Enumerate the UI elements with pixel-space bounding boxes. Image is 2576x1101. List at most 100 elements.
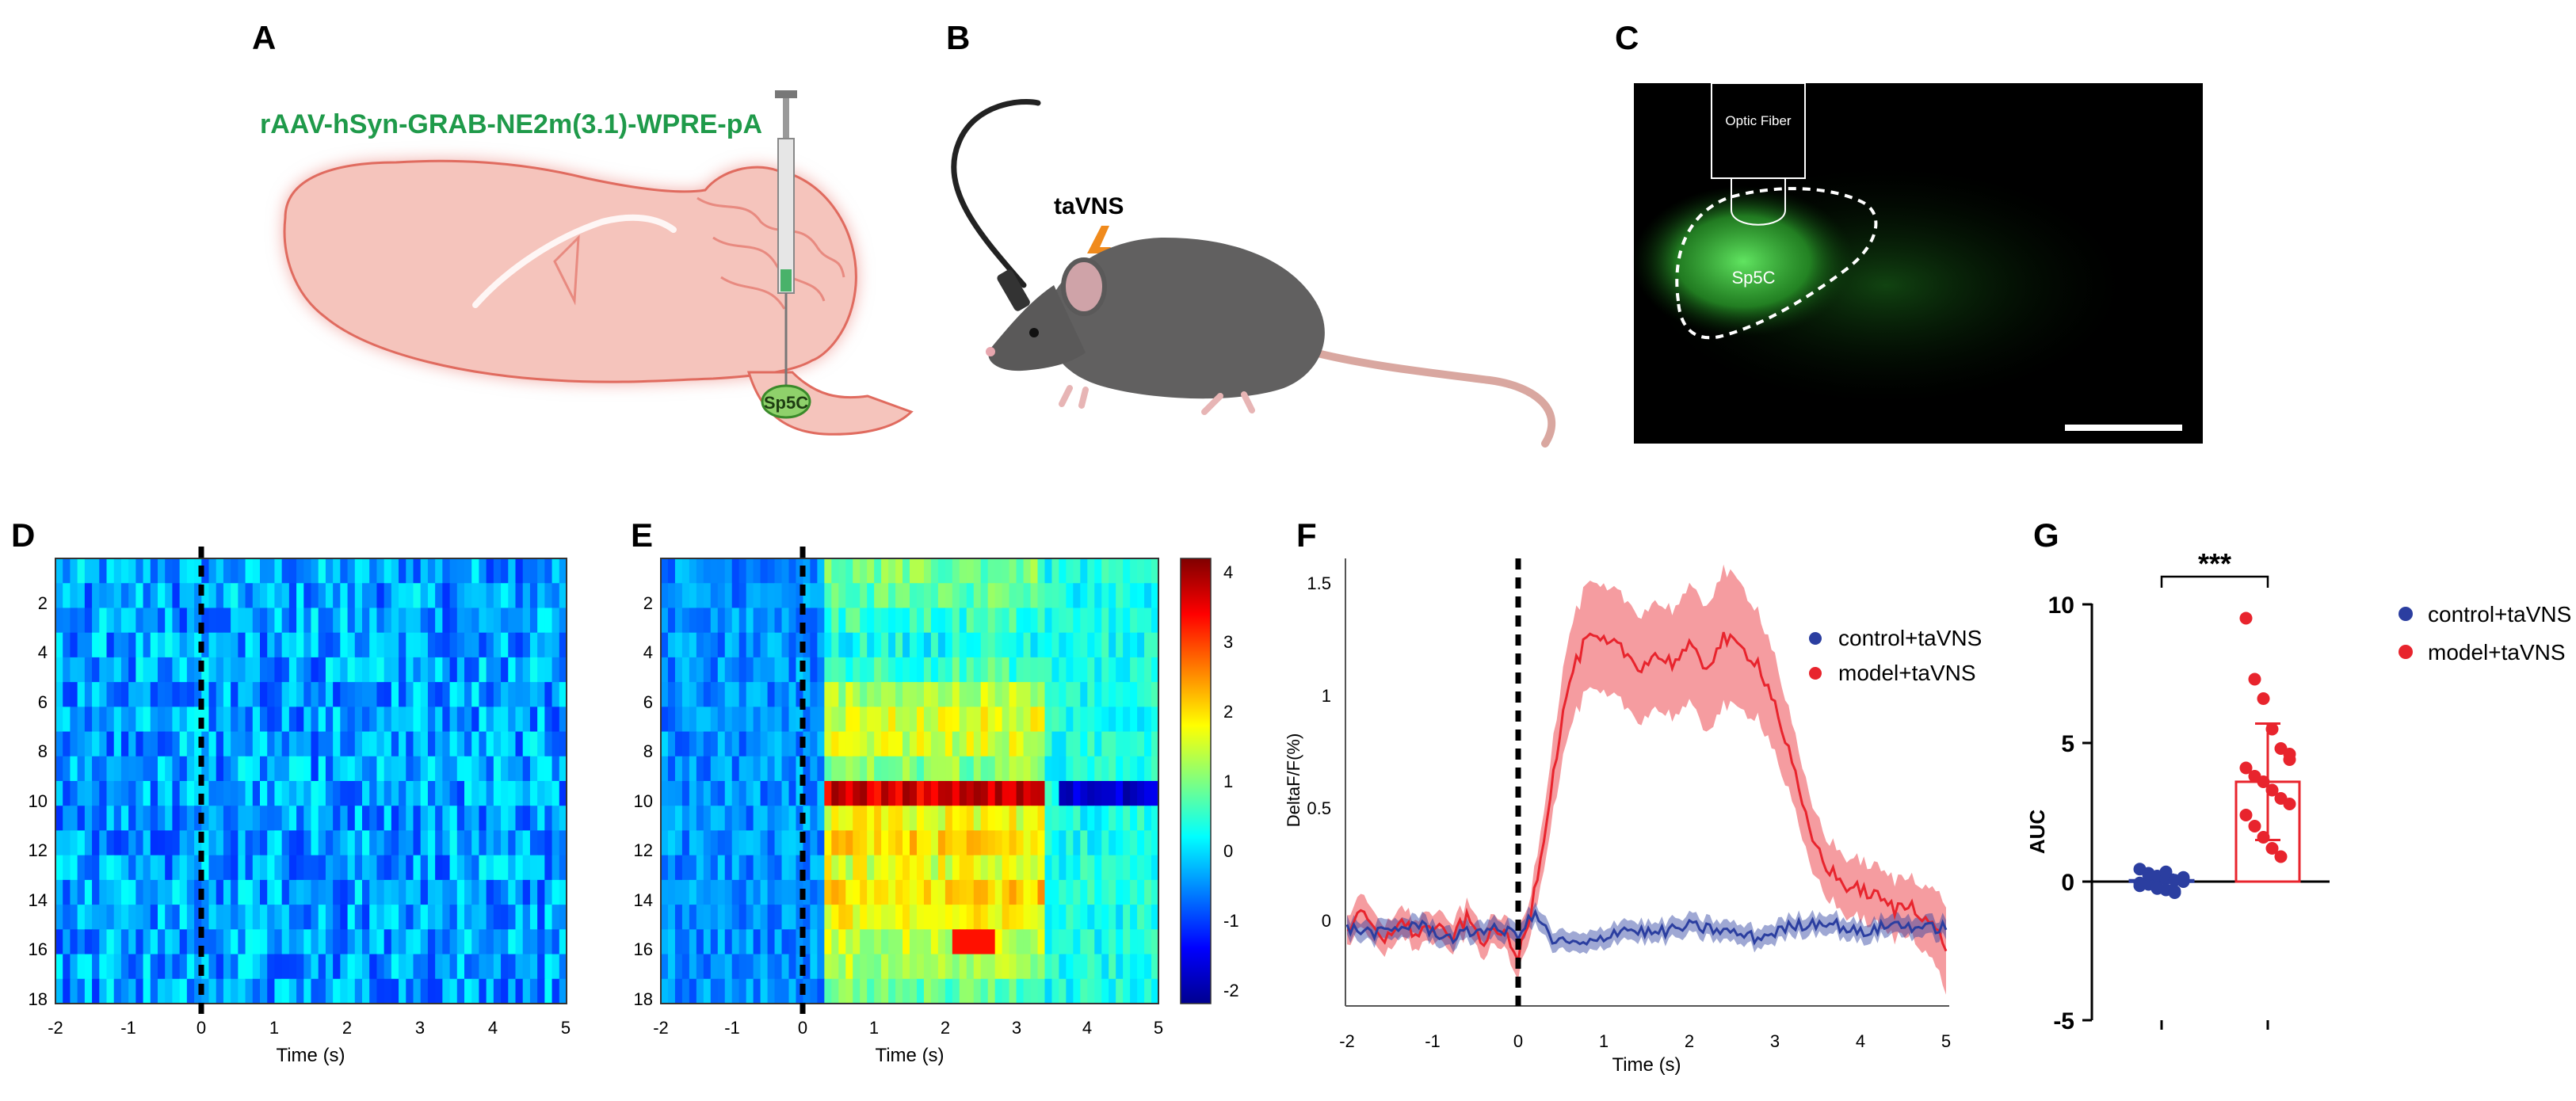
heatmap-cell — [1087, 682, 1095, 707]
heatmap-cell — [810, 608, 818, 633]
heatmap-cell — [289, 905, 297, 930]
heatmap-cell — [1044, 905, 1052, 930]
heatmap-cell — [895, 929, 903, 954]
heatmap-cell — [326, 855, 334, 881]
panel-b: B taVNS — [946, 19, 1551, 444]
heatmap-cell — [775, 558, 783, 584]
heatmap-cell — [362, 880, 370, 905]
heatmap-cell — [754, 954, 761, 980]
heatmap-cell — [1137, 583, 1145, 608]
heatmap-cell — [70, 682, 78, 707]
heatmap-cell — [960, 633, 967, 658]
heatmap-cell — [1009, 657, 1017, 683]
heatmap-cell — [501, 558, 509, 584]
heatmap-cell — [516, 608, 524, 633]
heatmap-cell — [216, 682, 224, 707]
heatmap-cell — [995, 954, 1003, 980]
heatmap-cell — [725, 905, 733, 930]
heatmap-cell — [114, 558, 122, 584]
heatmap-cell — [675, 583, 683, 608]
heatmap-cell — [414, 855, 422, 881]
heatmap-cell — [874, 830, 882, 855]
heatmap-cell — [974, 979, 982, 1004]
heatmap-cell — [1109, 929, 1116, 954]
heatmap-cell — [1066, 732, 1074, 757]
heatmap-cell — [63, 830, 71, 855]
heatmap-cell — [151, 657, 158, 683]
heatmap-cell — [661, 682, 669, 707]
heatmap-cell — [326, 905, 334, 930]
heatmap-cell — [362, 558, 370, 584]
heatmap-cell — [682, 756, 690, 782]
heatmap-cell — [775, 682, 783, 707]
heatmap-cell — [216, 830, 224, 855]
heatmap-cell — [552, 806, 560, 831]
heatmap-cell — [1051, 756, 1059, 782]
heatmap-cell — [450, 781, 458, 806]
heatmap-cell — [85, 929, 93, 954]
heatmap-cell — [421, 657, 429, 683]
heatmap-cell — [689, 905, 697, 930]
heatmap-e-ytick: 6 — [643, 692, 653, 712]
heatmap-cell — [450, 682, 458, 707]
heatmap-cell — [537, 979, 545, 1004]
heatmap-cell — [537, 756, 545, 782]
heatmap-cell — [860, 608, 868, 633]
heatmap-cell — [501, 979, 509, 1004]
heatmap-cell — [1009, 855, 1017, 881]
heatmap-cell — [209, 707, 217, 732]
heatmap-cell — [768, 781, 776, 806]
heatmap-cell — [180, 806, 188, 831]
heatmap-cell — [165, 657, 173, 683]
heatmap-cell — [1130, 657, 1138, 683]
heatmap-cell — [128, 929, 136, 954]
heatmap-cell — [231, 682, 239, 707]
heatmap-cell — [782, 855, 790, 881]
heatmap-cell — [1044, 880, 1052, 905]
heatmap-cell — [838, 583, 846, 608]
heatmap-cell — [450, 830, 458, 855]
heatmap-cell — [874, 954, 882, 980]
heatmap-cell — [267, 657, 275, 683]
heatmap-cell — [355, 583, 363, 608]
heatmap-cell — [1130, 880, 1138, 905]
heatmap-cell — [267, 583, 275, 608]
sp5c-fluorescence — [1632, 186, 1854, 337]
heatmap-e-xtick: 5 — [1154, 1018, 1163, 1038]
heatmap-cell — [824, 657, 832, 683]
heatmap-cell — [1109, 608, 1116, 633]
heatmap-cell — [960, 732, 967, 757]
heatmap-cell — [128, 954, 136, 980]
heatmap-cell — [253, 732, 261, 757]
heatmap-cell — [319, 583, 326, 608]
heatmap-cell — [267, 707, 275, 732]
heatmap-cell — [668, 781, 676, 806]
heatmap-cell — [1137, 929, 1145, 954]
heatmap-cell — [537, 880, 545, 905]
heatmap-cell — [675, 657, 683, 683]
heatmap-cell — [238, 929, 246, 954]
heatmap-cell — [810, 806, 818, 831]
heatmap-cell — [874, 608, 882, 633]
heatmap-cell — [874, 806, 882, 831]
heatmap-cell — [895, 583, 903, 608]
heatmap-cell — [530, 657, 538, 683]
heatmap-cell — [895, 707, 903, 732]
heatmap-cell — [960, 608, 967, 633]
heatmap-cell — [274, 756, 282, 782]
heatmap-cell — [1123, 830, 1131, 855]
heatmap-cell — [817, 732, 825, 757]
heatmap-cell — [135, 929, 143, 954]
heatmap-cell — [391, 806, 399, 831]
heatmap-cell — [881, 657, 889, 683]
heatmap-cell — [544, 781, 552, 806]
heatmap-cell — [471, 608, 479, 633]
heatmap-cell — [428, 781, 436, 806]
heatmap-cell — [384, 608, 392, 633]
heatmap-cell — [1073, 781, 1081, 806]
heatmap-cell — [114, 979, 122, 1004]
heatmap-cell — [414, 682, 422, 707]
heatmap-cell — [817, 880, 825, 905]
heatmap-cell — [1137, 657, 1145, 683]
heatmap-cell — [824, 830, 832, 855]
